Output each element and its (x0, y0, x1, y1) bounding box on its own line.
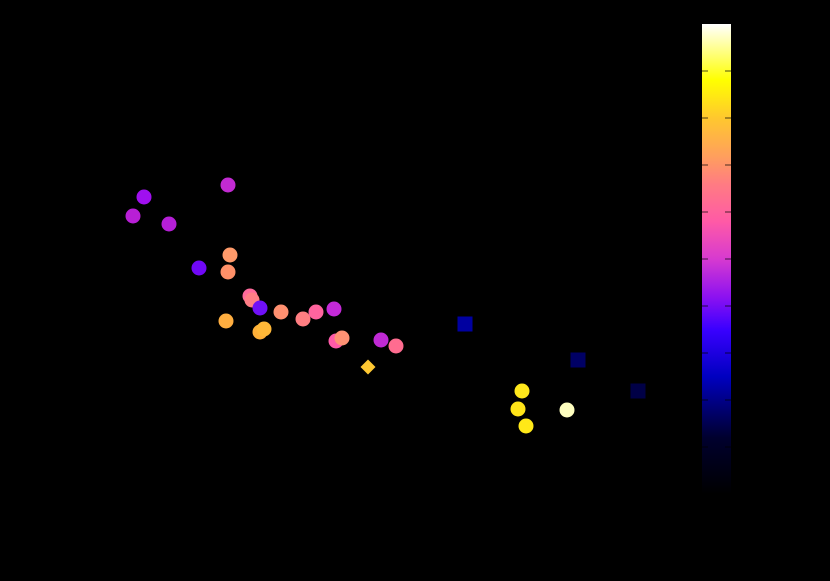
data-point-circle (191, 260, 207, 276)
data-point-circle (218, 313, 234, 329)
data-point-circle (308, 304, 324, 320)
data-point-circle (136, 189, 152, 205)
data-point-circle (326, 301, 342, 317)
colorbar-ticks (702, 70, 731, 448)
data-point-circle (559, 402, 575, 418)
data-points (125, 177, 646, 434)
data-point-circle (220, 264, 236, 280)
data-point-square (457, 316, 473, 332)
data-point-square (570, 352, 586, 368)
data-point-square (630, 383, 646, 399)
data-point-circle (510, 401, 526, 417)
axes-frame (69, 23, 681, 495)
data-point-circle (256, 321, 272, 337)
data-point-circle (514, 383, 530, 399)
data-point-circle (373, 332, 389, 348)
data-point-circle (125, 208, 141, 224)
data-point-circle (220, 177, 236, 193)
data-point-circle (252, 300, 268, 316)
data-point-circle (334, 330, 350, 346)
data-point-circle (273, 304, 289, 320)
data-point-diamond (360, 359, 376, 375)
data-point-circle (222, 247, 238, 263)
data-point-circle (161, 216, 177, 232)
colorbar (702, 24, 731, 494)
data-point-circle (295, 311, 311, 327)
data-point-circle (388, 338, 404, 354)
data-point-circle (518, 418, 534, 434)
